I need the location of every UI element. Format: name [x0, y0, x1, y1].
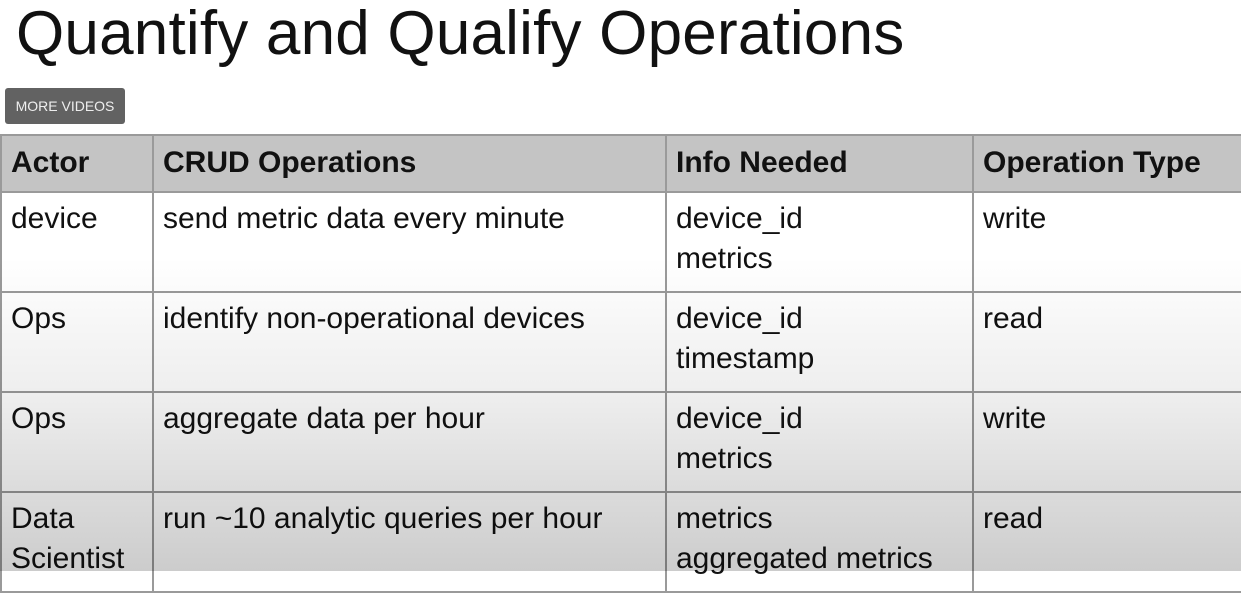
cell-operation: aggregate data per hour	[152, 391, 667, 493]
cell-type: read	[972, 291, 1241, 393]
table-row: Data Scientist run ~10 analytic queries …	[0, 491, 1241, 593]
table-header-row: Actor CRUD Operations Info Needed Operat…	[0, 134, 1241, 193]
info-line: aggregated metrics	[676, 542, 933, 575]
header-operation-type: Operation Type	[972, 134, 1241, 193]
header-info-needed: Info Needed	[665, 134, 974, 193]
header-crud-operations: CRUD Operations	[152, 134, 667, 193]
cell-info: metrics aggregated metrics	[665, 491, 974, 593]
slide-title: Quantify and Qualify Operations	[16, 0, 905, 68]
header-actor: Actor	[0, 134, 154, 193]
info-line: metrics	[676, 502, 773, 535]
cell-actor: Ops	[0, 391, 154, 493]
cell-type: write	[972, 191, 1241, 293]
table-row: device send metric data every minute dev…	[0, 191, 1241, 293]
cell-type: read	[972, 491, 1241, 593]
cell-type: write	[972, 391, 1241, 493]
cell-operation: send metric data every minute	[152, 191, 667, 293]
operations-table: Actor CRUD Operations Info Needed Operat…	[0, 134, 1241, 593]
info-line: metrics	[676, 242, 773, 275]
cell-actor: Data Scientist	[0, 491, 154, 593]
info-line: timestamp	[676, 342, 815, 375]
cell-operation: run ~10 analytic queries per hour	[152, 491, 667, 593]
info-line: metrics	[676, 442, 773, 475]
cell-actor: Ops	[0, 291, 154, 393]
table-row: Ops identify non-operational devices dev…	[0, 291, 1241, 393]
more-videos-button[interactable]: MORE VIDEOS	[5, 88, 125, 124]
cell-operation: identify non-operational devices	[152, 291, 667, 393]
info-line: device_id	[676, 202, 803, 235]
cell-actor: device	[0, 191, 154, 293]
info-line: device_id	[676, 402, 803, 435]
info-line: device_id	[676, 302, 803, 335]
cell-info: device_id timestamp	[665, 291, 974, 393]
